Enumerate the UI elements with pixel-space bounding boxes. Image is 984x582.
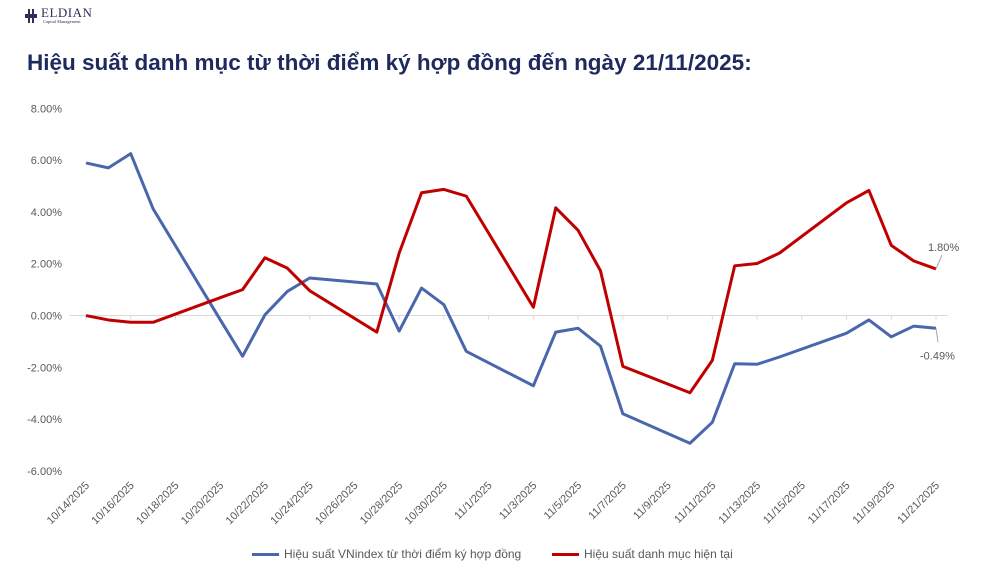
x-tick-label: 10/18/2025: [134, 480, 181, 527]
x-tick-label: 11/3/2025: [497, 480, 540, 523]
y-tick-label: -6.00%: [27, 466, 62, 478]
logo-name: ELDIAN: [41, 5, 93, 20]
y-tick-label: 8.00%: [31, 103, 62, 115]
logo-subtitle: Capital Management: [43, 19, 81, 24]
data-label: 1.80%: [928, 242, 959, 254]
legend-swatch-red: [552, 552, 579, 556]
x-tick-label: 11/1/2025: [452, 480, 495, 523]
x-tick-label: 11/19/2025: [851, 480, 898, 527]
series-line-portfolio: [85, 187, 937, 395]
x-tick-label: 10/24/2025: [268, 480, 315, 527]
x-tick-label: 10/30/2025: [403, 480, 450, 527]
logo: ELDIAN Capital Management: [24, 5, 93, 24]
y-tick-label: -2.00%: [27, 362, 62, 374]
x-tick-label: 11/7/2025: [586, 480, 629, 523]
x-tick-label: 11/9/2025: [631, 480, 674, 523]
data-label-leader: [935, 254, 943, 270]
x-tick-label: 11/11/2025: [672, 480, 718, 526]
legend-label: Hiệu suất VNindex từ thời điểm ký hợp đồ…: [284, 547, 522, 561]
page-title: Hiệu suất danh mục từ thời điểm ký hợp đ…: [27, 50, 752, 75]
x-tick-label: 11/5/2025: [542, 480, 585, 523]
x-tick-label: 10/22/2025: [224, 480, 271, 527]
x-tick-label: 10/20/2025: [179, 480, 226, 527]
logo-icon: [25, 8, 37, 23]
x-tick-label: 10/26/2025: [313, 480, 360, 527]
x-tick-label: 10/14/2025: [45, 480, 92, 527]
legend-label: Hiệu suất danh mục hiện tại: [584, 547, 733, 561]
x-tick-label: 11/21/2025: [895, 480, 942, 527]
legend-item-vnindex: Hiệu suất VNindex từ thời điểm ký hợp đồ…: [252, 547, 521, 561]
legend-swatch-blue: [252, 552, 279, 556]
x-tick-label: 10/28/2025: [358, 480, 405, 527]
data-label: -0.49%: [920, 350, 955, 362]
y-tick-label: -4.00%: [27, 414, 62, 426]
legend-item-portfolio: Hiệu suất danh mục hiện tại: [552, 547, 733, 561]
x-tick-label: 11/17/2025: [806, 480, 853, 527]
y-tick-label: 2.00%: [31, 259, 62, 271]
data-label-leader: [935, 328, 939, 343]
x-tick-label: 11/13/2025: [716, 480, 763, 527]
y-tick-label: 4.00%: [31, 207, 62, 219]
series-line-vnindex: [85, 152, 937, 445]
y-tick-label: 0.00%: [31, 311, 62, 323]
x-tick-label: 11/15/2025: [761, 480, 808, 527]
x-tick-label: 10/16/2025: [89, 480, 136, 527]
y-tick-label: 6.00%: [31, 155, 62, 167]
